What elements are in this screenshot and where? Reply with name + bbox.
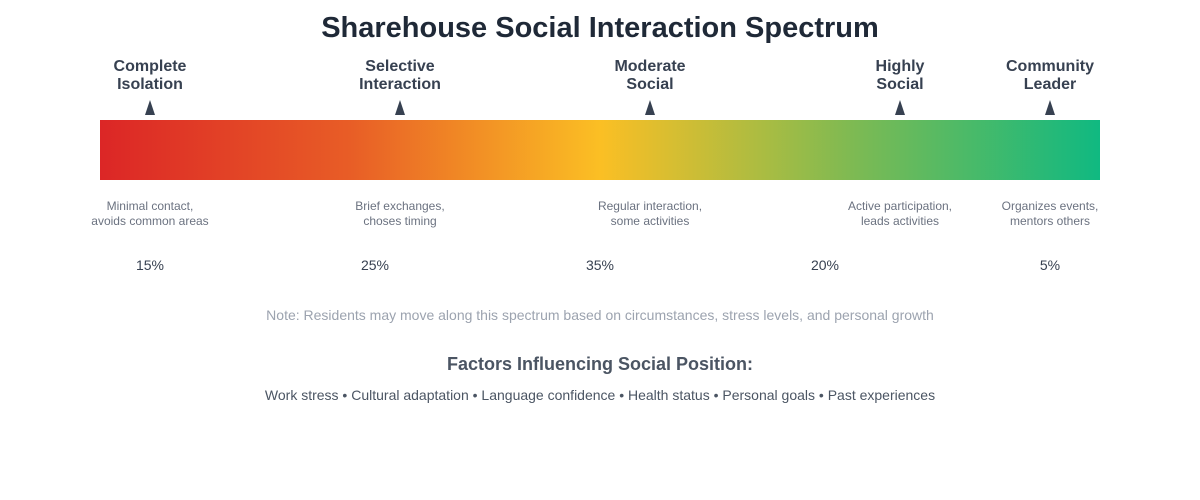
stage-marker-arrow-icon (395, 100, 405, 115)
stage-label-line1: Complete (113, 58, 187, 75)
stage-percentage: 5% (1039, 257, 1061, 273)
stage-description-line2: mentors others (1009, 214, 1091, 228)
stage-description-line2: some activities (610, 214, 690, 228)
stage-description-line2: avoids common areas (91, 214, 209, 228)
stage-description-line1: Minimal contact, (106, 199, 194, 213)
stage-description-line1: Regular interaction, (597, 199, 703, 213)
stage-label-line2: Leader (1023, 76, 1077, 93)
note-text: Note: Residents may move along this spec… (266, 307, 934, 323)
stage-percentage: 20% (810, 257, 840, 273)
stage-description-line2: choses timing (363, 214, 437, 228)
stage-label: Moderate Social (570, 58, 730, 94)
stage-description-line2: leads activities (860, 214, 940, 228)
stage-label-line2: Interaction (359, 76, 441, 93)
stage-label-line1: Highly (875, 58, 925, 75)
spectrum-gradient-bar (100, 120, 1100, 180)
stage-percentage: 35% (585, 257, 615, 273)
stage-description-line1: Organizes events, (1001, 199, 1099, 213)
stage-description-line1: Brief exchanges, (355, 199, 445, 213)
stage-percentage: 25% (360, 257, 390, 273)
stage-label-line1: Community (1006, 58, 1094, 75)
stage-label: Complete Isolation (70, 58, 230, 94)
stage-label-line2: Social (876, 76, 924, 93)
stage-label-line2: Social (626, 76, 674, 93)
stage-label: Community Leader (970, 58, 1130, 94)
stage-description: Organizes events, mentors others (960, 199, 1140, 229)
diagram-title: Sharehouse Social Interaction Spectrum (321, 12, 879, 44)
stage-description-line1: Active participation, (847, 199, 953, 213)
factors-list: Work stress • Cultural adaptation • Lang… (264, 387, 936, 403)
stage-label-line1: Moderate (614, 58, 686, 75)
stage-marker-arrow-icon (1045, 100, 1055, 115)
stage-marker-arrow-icon (145, 100, 155, 115)
stage-percentage: 15% (135, 257, 165, 273)
stage-description: Brief exchanges, choses timing (310, 199, 490, 229)
stage-description: Minimal contact, avoids common areas (60, 199, 240, 229)
stage-label-line1: Selective (365, 58, 435, 75)
stage-description: Regular interaction, some activities (560, 199, 740, 229)
stage-marker-arrow-icon (895, 100, 905, 115)
stage-marker-arrow-icon (645, 100, 655, 115)
factors-heading: Factors Influencing Social Position: (446, 354, 754, 374)
stage-label: Highly Social (820, 58, 980, 94)
stage-description: Active participation, leads activities (810, 199, 990, 229)
stage-label: Selective Interaction (320, 58, 480, 94)
stage-label-line2: Isolation (117, 76, 183, 93)
